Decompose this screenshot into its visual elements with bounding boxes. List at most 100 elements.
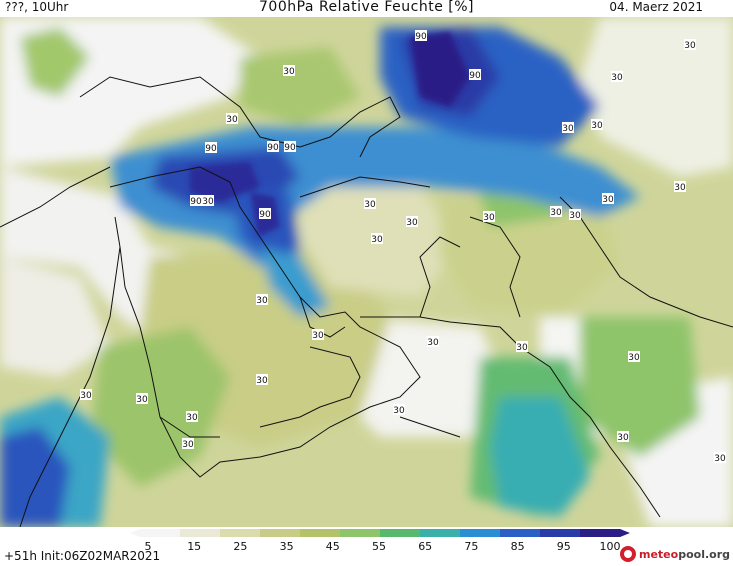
contour-label: 30 <box>186 411 198 423</box>
contour-label: 30 <box>516 341 528 353</box>
legend-swatch <box>420 529 461 537</box>
svg-text:30: 30 <box>182 440 194 450</box>
contour-label: 30 <box>628 351 640 363</box>
forecast-time-label: ???, 10Uhr <box>5 0 69 14</box>
svg-text:30: 30 <box>371 235 383 245</box>
forecast-date-label: 04. Maerz 2021 <box>609 0 703 14</box>
svg-text:30: 30 <box>562 124 574 134</box>
legend-tick-row: 5 15 25 35 45 55 65 75 85 95 100 <box>130 540 630 554</box>
legend-swatch <box>540 529 581 537</box>
svg-text:90: 90 <box>267 143 279 153</box>
svg-text:30: 30 <box>483 213 495 223</box>
contour-label: 30 <box>562 122 574 134</box>
legend-swatch <box>500 529 541 537</box>
color-legend <box>130 529 630 537</box>
svg-text:30: 30 <box>516 343 528 353</box>
svg-text:30: 30 <box>202 197 214 207</box>
header-bar: ???, 10Uhr 700hPa Relative Feuchte [%] 0… <box>0 0 733 17</box>
footer-bar: 5 15 25 35 45 55 65 75 85 95 100 +51h Init:06Z02MA… <box>0 527 733 566</box>
contour-label: 30 <box>684 39 696 51</box>
legend-swatch <box>580 529 621 537</box>
legend-swatch <box>180 529 221 537</box>
contour-label: 30 <box>80 389 92 401</box>
svg-text:30: 30 <box>80 391 92 401</box>
legend-tick-label: 15 <box>187 540 202 553</box>
meteopool-logo-icon <box>620 546 636 562</box>
svg-text:30: 30 <box>591 121 603 131</box>
svg-text:90: 90 <box>205 144 217 154</box>
contour-label: 30 <box>256 374 268 386</box>
contour-label: 30 <box>393 404 405 416</box>
contour-label: 30 <box>569 209 581 221</box>
svg-text:30: 30 <box>364 200 376 210</box>
contour-label: 90 <box>267 141 279 153</box>
svg-text:30: 30 <box>186 413 198 423</box>
contour-label: 30 <box>483 211 495 223</box>
contour-label: 30 <box>602 193 614 205</box>
legend-tick-label: 25 <box>233 540 248 553</box>
contour-label: 30 <box>136 393 148 405</box>
meteopool-logo: meteo pool.org <box>620 545 730 563</box>
svg-text:90: 90 <box>415 32 427 42</box>
legend-swatch <box>340 529 381 537</box>
contour-label: 30 <box>714 452 726 464</box>
svg-text:30: 30 <box>569 211 581 221</box>
contour-label: 30 <box>182 438 194 450</box>
svg-text:30: 30 <box>602 195 614 205</box>
legend-arrow-high <box>620 529 630 537</box>
contour-label: 30 <box>283 65 295 77</box>
svg-text:30: 30 <box>550 208 562 218</box>
contour-label: 90 <box>284 141 296 153</box>
svg-text:90: 90 <box>190 197 202 207</box>
contour-label: 90 <box>415 30 427 42</box>
legend-tick-label: 95 <box>556 540 571 553</box>
contour-label: 30 <box>427 336 439 348</box>
svg-text:30: 30 <box>393 406 405 416</box>
legend-swatch <box>140 529 181 537</box>
legend-swatch <box>380 529 421 537</box>
svg-text:90: 90 <box>259 210 271 220</box>
contour-label: 30 <box>674 181 686 193</box>
logo-text-pool: pool.org <box>678 547 730 561</box>
contour-label: 90 <box>469 69 481 81</box>
svg-text:30: 30 <box>714 454 726 464</box>
legend-tick-label: 65 <box>418 540 433 553</box>
legend-tick-label: 35 <box>279 540 294 553</box>
svg-text:90: 90 <box>469 71 481 81</box>
svg-text:90: 90 <box>284 143 296 153</box>
legend-swatch <box>460 529 501 537</box>
contour-label: 30 <box>550 206 562 218</box>
svg-text:30: 30 <box>136 395 148 405</box>
contour-label: 30 <box>256 294 268 306</box>
legend-tick-label: 55 <box>372 540 386 553</box>
svg-text:30: 30 <box>427 338 439 348</box>
contour-label: 30 <box>226 113 238 125</box>
contour-label: 30 <box>617 431 629 443</box>
contour-label: 30 <box>591 119 603 131</box>
legend-swatch <box>300 529 341 537</box>
svg-text:30: 30 <box>684 41 696 51</box>
legend-tick-label: 5 <box>144 540 152 553</box>
contour-label: 30 <box>364 198 376 210</box>
humidity-map: 90 90 90 90 90 90 90 30 30 30 30 30 30 30 30 30 30 30 30 30… <box>0 17 733 527</box>
svg-text:30: 30 <box>283 67 295 77</box>
contour-label: 90 <box>205 142 217 154</box>
svg-text:30: 30 <box>406 218 418 228</box>
legend-tick-label: 45 <box>325 540 340 553</box>
humidity-core <box>190 32 470 237</box>
svg-text:30: 30 <box>674 183 686 193</box>
legend-swatch <box>220 529 261 537</box>
contour-label: 90 <box>259 208 271 220</box>
contour-label: 30 <box>371 233 383 245</box>
legend-tick-label: 85 <box>510 540 525 553</box>
legend-swatch <box>260 529 301 537</box>
contour-label: 30 <box>406 216 418 228</box>
svg-text:30: 30 <box>256 296 268 306</box>
svg-text:30: 30 <box>628 353 640 363</box>
svg-text:30: 30 <box>312 331 324 341</box>
legend-tick-label: 75 <box>464 540 479 553</box>
humidity-fill <box>0 17 733 527</box>
contour-label: 30 <box>611 71 623 83</box>
